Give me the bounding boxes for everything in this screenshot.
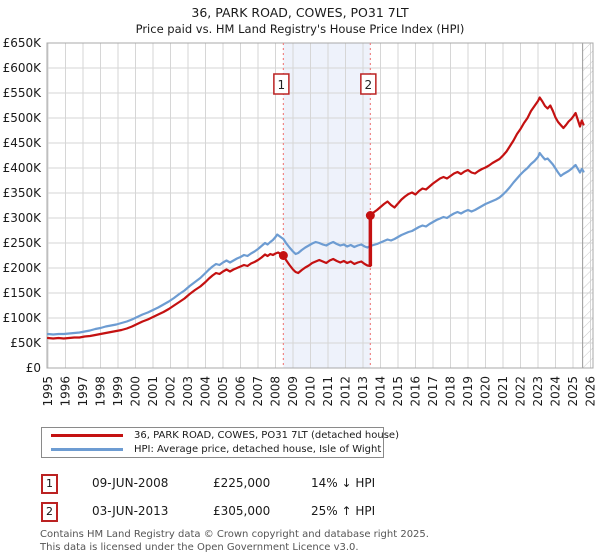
svg-text:2008: 2008 [269,376,283,407]
svg-text:1999: 1999 [111,376,125,407]
svg-text:2021: 2021 [496,376,510,407]
svg-text:2020: 2020 [479,376,493,407]
svg-text:2019: 2019 [461,376,475,407]
svg-text:2016: 2016 [409,376,423,407]
legend-label-hpi: HPI: Average price, detached house, Isle… [134,444,382,455]
svg-text:2005: 2005 [216,376,230,407]
svg-text:1998: 1998 [94,376,108,407]
page-subtitle: Price paid vs. HM Land Registry's House … [135,22,465,36]
svg-text:2009: 2009 [286,376,300,407]
svg-text:2024: 2024 [549,376,563,407]
svg-text:1995: 1995 [41,376,55,407]
svg-text:£650K: £650K [3,36,43,50]
svg-text:2026: 2026 [584,376,598,407]
x-axis-labels: 1995 1996 1997 1998 1999 2000 2001 2002 2003 2004… [41,376,598,407]
svg-text:1996: 1996 [59,376,73,407]
sale-marker-box-2 [360,73,377,95]
svg-text:£600K: £600K [3,61,43,75]
svg-text:£150K: £150K [3,286,43,300]
grid-lines [47,42,593,369]
svg-text:1997: 1997 [76,376,90,407]
transaction-2-price: £305,000 [213,504,271,518]
svg-text:£500K: £500K [3,111,43,125]
svg-text:£250K: £250K [3,236,43,250]
transaction-1-number-badge: 1 [41,474,58,494]
property-line-swatch [51,434,123,437]
svg-text:£50K: £50K [10,336,42,350]
svg-text:2023: 2023 [531,376,545,407]
svg-text:2006: 2006 [234,376,248,407]
chart-legend: 36, PARK ROAD, COWES, PO31 7LT (detached… [41,427,399,458]
transaction-1-date: 09-JUN-2008 [92,476,169,490]
between-sales-shaded-span [283,43,371,368]
svg-text:£400K: £400K [3,161,43,175]
hpi-line-swatch [51,448,123,451]
sale-point-1 [278,251,288,260]
svg-text:2007: 2007 [251,376,265,407]
transaction-1-hpi-diff: 14% ↓ HPI [311,476,376,490]
svg-text:2001: 2001 [146,376,160,407]
transaction-row-2: 2 03-JUN-2013 £305,000 25% ↑ HPI [0,502,600,522]
svg-text:2013: 2013 [356,376,370,407]
footer-line-2: This data is licensed under the Open Gov… [40,541,359,553]
svg-text:2003: 2003 [181,376,195,407]
future-hatch-region [582,43,593,368]
transaction-row-1: 1 09-JUN-2008 £225,000 14% ↓ HPI [0,474,600,494]
svg-text:£200K: £200K [3,261,43,275]
svg-text:2018: 2018 [444,376,458,407]
svg-text:2000: 2000 [129,376,143,407]
copyright-footer: Contains HM Land Registry data © Crown c… [40,529,429,554]
svg-text:£450K: £450K [3,136,43,150]
sale-marker-label-1: 1 [278,78,286,92]
svg-text:£300K: £300K [3,211,43,225]
sale-point-2 [365,211,375,220]
y-axis-labels: £0 £50K £100K £150K £200K £250K £300K £350K £400… [3,36,43,375]
legend-label-property: 36, PARK ROAD, COWES, PO31 7LT (detached… [134,430,399,441]
sale-marker-label-2: 2 [365,78,373,92]
transaction-2-number-badge: 2 [41,502,58,522]
svg-text:2022: 2022 [514,376,528,407]
sale-marker-box-1 [273,73,290,95]
svg-text:£550K: £550K [3,86,43,100]
svg-text:2002: 2002 [164,376,178,407]
svg-text:£350K: £350K [3,186,43,200]
legend-item-hpi: HPI: Average price, detached house, Isle… [51,443,383,456]
transaction-2-date: 03-JUN-2013 [92,504,169,518]
svg-text:2017: 2017 [426,376,440,407]
svg-text:2011: 2011 [321,376,335,407]
svg-text:2014: 2014 [374,376,388,407]
legend-item-property: 36, PARK ROAD, COWES, PO31 7LT (detached… [51,429,399,442]
footer-line-1: Contains HM Land Registry data © Crown c… [40,529,429,540]
hpi-line [46,151,585,336]
price-chart: 1 2 £0 £50K £100K £150K £200K £250K £300K £350K £4… [3,36,598,407]
svg-text:£0: £0 [26,361,41,375]
transaction-2-hpi-diff: 25% ↑ HPI [311,504,376,518]
plot-border [46,42,594,369]
svg-text:2010: 2010 [304,376,318,407]
transaction-1-price: £225,000 [213,476,271,490]
property-price-line [46,96,585,340]
svg-text:2025: 2025 [566,376,580,407]
svg-text:2012: 2012 [339,376,353,407]
svg-text:2004: 2004 [199,376,213,407]
svg-text:£100K: £100K [3,311,43,325]
page-title: 36, PARK ROAD, COWES, PO31 7LT [191,5,409,20]
svg-text:2015: 2015 [391,376,405,407]
